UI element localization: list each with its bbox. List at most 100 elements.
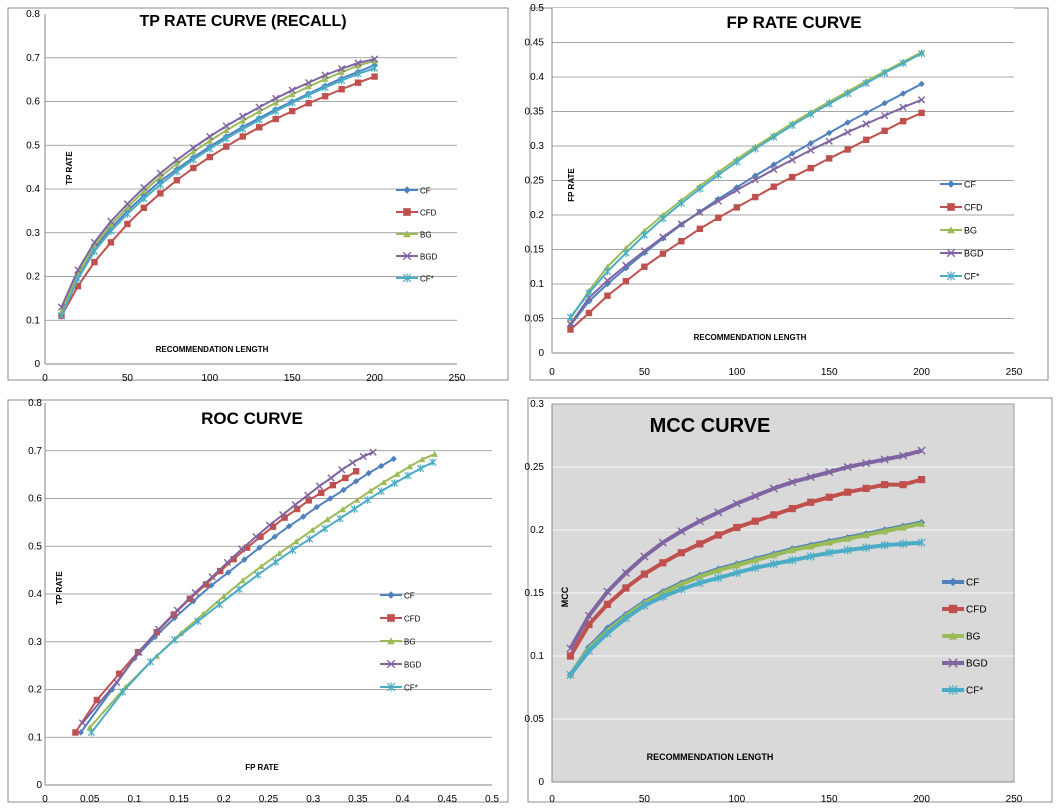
x-tick-label: 200 (366, 373, 383, 384)
legend-marker (948, 658, 958, 668)
data-point (324, 516, 331, 523)
data-point (751, 556, 759, 564)
data-point (338, 68, 345, 75)
data-point (696, 225, 704, 232)
data-point (677, 580, 685, 588)
chart-title: MCC CURVE (650, 415, 771, 437)
data-point (146, 657, 155, 666)
legend-item-cf-star: CF* (940, 271, 980, 282)
data-point (917, 49, 926, 58)
data-point (352, 478, 360, 485)
data-point (770, 551, 778, 559)
data-point (429, 458, 437, 467)
y-tick-label: 0.3 (26, 228, 40, 239)
data-point (305, 83, 312, 90)
legend-marker (403, 208, 411, 216)
data-point (364, 496, 372, 504)
data-point (416, 464, 425, 473)
data-point (659, 233, 667, 241)
data-point (72, 729, 79, 736)
data-point (140, 183, 148, 192)
data-point (135, 648, 143, 656)
data-point (87, 728, 96, 737)
data-point (305, 100, 312, 107)
data-point (116, 670, 123, 677)
data-point (825, 467, 834, 477)
data-point (807, 542, 815, 550)
legend-item-bg: BG (942, 632, 981, 643)
data-point (695, 517, 704, 526)
legend-marker (386, 659, 396, 669)
data-point (807, 110, 815, 119)
data-point (257, 533, 264, 540)
fp-rate-chart-svg: 0 0.05 0.1 0.15 0.2 0.25 0.3 0.35 0.4 0.45 0.5 0 50 1… (525, 3, 1049, 381)
data-point (566, 670, 575, 680)
y-tick-label: 0.1 (28, 732, 42, 743)
data-point (659, 559, 667, 567)
data-point (156, 169, 165, 177)
data-point (239, 577, 246, 584)
roc-chart-svg: 0 0.1 0.2 0.3 0.4 0.5 0.6 0.7 0.8 0 0.05 0.1 0.15 0.2… (7, 398, 509, 805)
data-point (305, 497, 312, 504)
data-point (659, 214, 667, 223)
data-point (807, 140, 814, 147)
data-point (622, 584, 630, 592)
data-point (604, 292, 611, 299)
series-cf-star (57, 64, 379, 320)
data-point (677, 584, 686, 594)
data-point (751, 491, 760, 501)
data-point (256, 108, 263, 115)
legend-label: CFD (404, 615, 421, 624)
data-point (770, 133, 778, 141)
x-tick-label: 200 (913, 794, 930, 805)
data-point (194, 617, 202, 626)
data-point (641, 263, 648, 270)
x-tick-label: 250 (1006, 794, 1023, 805)
y-tick-label: 0.25 (525, 176, 545, 187)
data-point (206, 137, 213, 144)
data-point (90, 247, 99, 255)
data-point (272, 94, 280, 103)
data-point (899, 117, 907, 125)
x-tick-label: 0 (42, 794, 48, 805)
data-point (291, 501, 300, 509)
data-point (640, 570, 648, 578)
data-point (659, 250, 667, 257)
data-point (359, 452, 367, 461)
data-point (352, 468, 360, 475)
series-line-bg (568, 521, 923, 677)
legend-item-cfd: CFD (396, 208, 437, 218)
data-point (696, 573, 704, 580)
data-point (603, 600, 612, 608)
y-tick-label: 0.7 (28, 446, 42, 457)
x-axis-label: RECOMMENDATION LENGTH (647, 752, 774, 762)
y-tick-label: 0.35 (525, 107, 545, 118)
legend-marker (403, 230, 411, 238)
data-point (370, 55, 379, 63)
data-point (107, 227, 115, 235)
series-bgd (57, 55, 379, 311)
data-point (354, 79, 362, 86)
data-point (107, 217, 115, 226)
x-tick-label: 0.2 (217, 794, 231, 805)
data-point (404, 471, 412, 480)
legend-item-cfd: CFD (942, 605, 987, 616)
data-point (189, 155, 197, 164)
data-point (788, 121, 796, 130)
data-point (604, 263, 611, 270)
data-point (788, 156, 796, 164)
data-point (881, 527, 889, 535)
x-tick-label: 150 (821, 367, 838, 378)
data-point (566, 652, 575, 660)
data-point (215, 600, 223, 609)
data-point (677, 220, 686, 228)
legend-item-bgd: BGD (940, 249, 984, 259)
legend-label: CF* (966, 686, 983, 697)
data-point (237, 545, 246, 553)
x-tick-label: 100 (201, 373, 218, 384)
data-point (825, 493, 833, 501)
data-point (258, 563, 265, 570)
data-point (406, 463, 413, 470)
data-point (751, 563, 760, 573)
roc-chart: 0 0.1 0.2 0.3 0.4 0.5 0.6 0.7 0.8 0 0.05 0.1 0.15 0.2… (0, 392, 520, 812)
